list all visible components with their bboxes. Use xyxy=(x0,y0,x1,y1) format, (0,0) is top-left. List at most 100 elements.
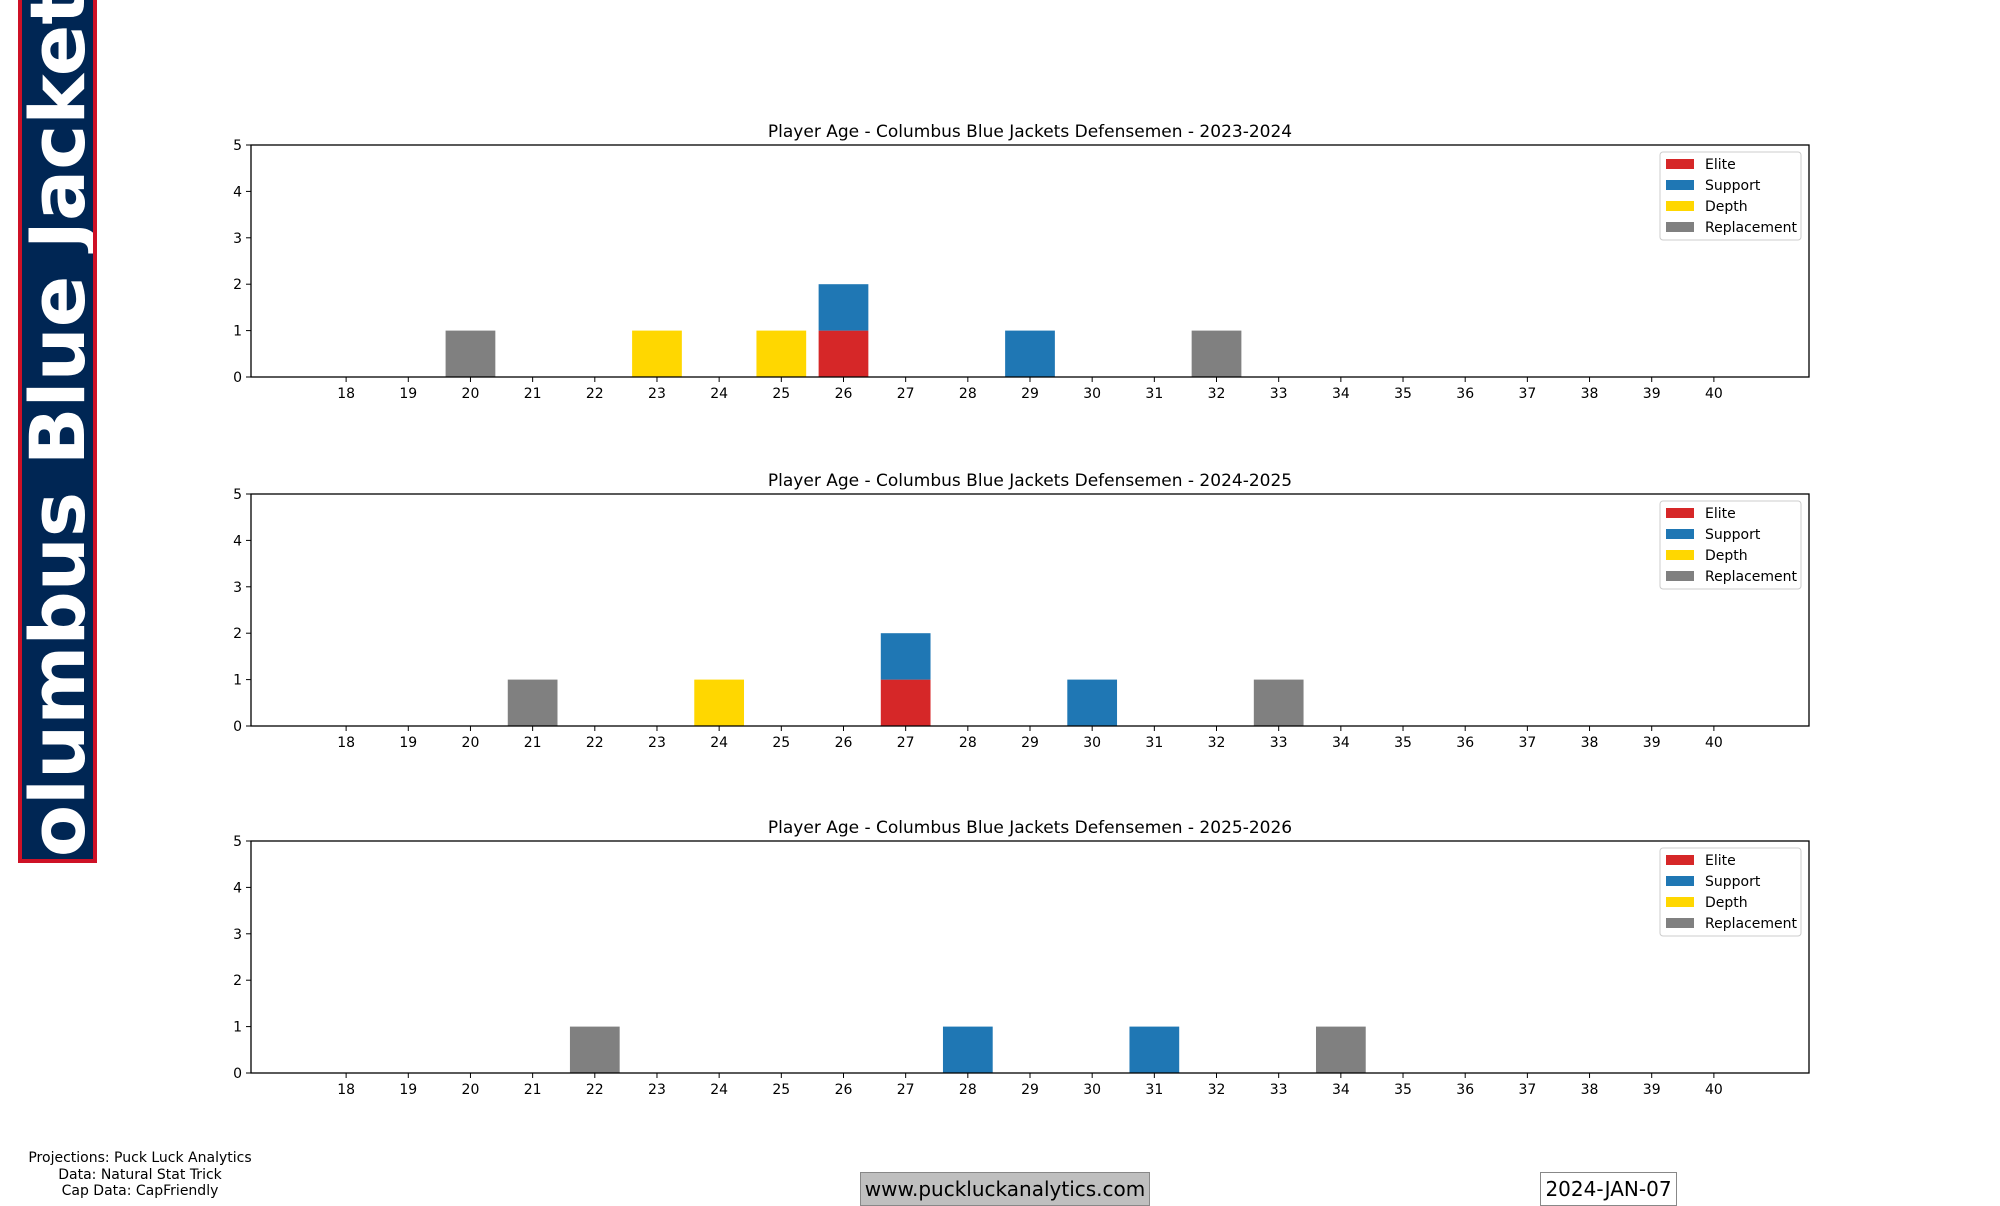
x-tick-label: 20 xyxy=(462,735,480,751)
legend-label-support: Support xyxy=(1705,874,1761,890)
x-tick-label: 26 xyxy=(835,735,853,751)
plot-frame xyxy=(250,840,1810,1074)
x-tick-label: 25 xyxy=(772,1082,790,1098)
x-tick-label: 20 xyxy=(462,1082,480,1098)
chart-title: Player Age - Columbus Blue Jackets Defen… xyxy=(768,818,1292,838)
legend-swatch-support xyxy=(1666,876,1694,886)
legend-swatch-depth xyxy=(1666,550,1694,560)
x-tick-label: 36 xyxy=(1456,1082,1474,1098)
x-tick-label: 30 xyxy=(1083,735,1101,751)
x-tick-label: 18 xyxy=(337,735,355,751)
y-tick-label: 1 xyxy=(233,1020,242,1036)
bar-support-age-29 xyxy=(1005,330,1055,377)
y-tick-label: 0 xyxy=(233,1066,242,1082)
y-tick-label: 4 xyxy=(233,533,242,549)
chart-title: Player Age - Columbus Blue Jackets Defen… xyxy=(768,122,1292,142)
x-tick-label: 38 xyxy=(1581,735,1599,751)
x-tick-label: 31 xyxy=(1145,386,1163,402)
x-tick-label: 39 xyxy=(1643,386,1661,402)
legend xyxy=(1659,847,1802,937)
legend-label-depth: Depth xyxy=(1705,199,1748,215)
x-tick-label: 21 xyxy=(524,386,542,402)
x-tick-label: 40 xyxy=(1705,1082,1723,1098)
legend-swatch-replacement xyxy=(1666,571,1694,581)
x-tick-label: 26 xyxy=(835,386,853,402)
x-tick-label: 27 xyxy=(897,386,915,402)
x-tick-label: 23 xyxy=(648,735,666,751)
x-tick-label: 22 xyxy=(586,735,604,751)
x-tick-label: 37 xyxy=(1518,735,1536,751)
legend-label-support: Support xyxy=(1705,178,1761,194)
x-tick-label: 24 xyxy=(710,1082,728,1098)
legend-swatch-support xyxy=(1666,529,1694,539)
x-tick-label: 21 xyxy=(524,735,542,751)
x-tick-label: 35 xyxy=(1394,386,1412,402)
y-tick-label: 1 xyxy=(233,673,242,689)
legend xyxy=(1659,151,1802,241)
y-tick-label: 3 xyxy=(233,927,242,943)
x-tick-label: 23 xyxy=(648,386,666,402)
bar-replacement-age-22 xyxy=(569,1026,620,1073)
team-banner: Columbus Blue Jackets xyxy=(18,0,97,863)
legend-swatch-support xyxy=(1666,180,1694,190)
bar-support-age-30 xyxy=(1067,679,1118,726)
x-tick-label: 23 xyxy=(648,1082,666,1098)
bar-replacement-age-34 xyxy=(1315,1026,1366,1073)
y-tick-label: 4 xyxy=(233,184,242,200)
x-tick-label: 33 xyxy=(1270,386,1288,402)
x-tick-label: 38 xyxy=(1581,386,1599,402)
bar-support-age-27 xyxy=(880,633,931,680)
x-tick-label: 39 xyxy=(1643,735,1661,751)
x-tick-label: 20 xyxy=(462,386,480,402)
x-tick-label: 32 xyxy=(1208,386,1226,402)
x-tick-label: 31 xyxy=(1145,735,1163,751)
x-tick-label: 36 xyxy=(1456,735,1474,751)
website-url: www.puckluckanalytics.com xyxy=(860,1172,1150,1206)
x-tick-label: 19 xyxy=(399,1082,417,1098)
x-tick-label: 31 xyxy=(1145,1082,1163,1098)
legend-swatch-elite xyxy=(1666,159,1694,169)
x-tick-label: 35 xyxy=(1394,735,1412,751)
x-tick-label: 29 xyxy=(1021,386,1039,402)
legend-label-elite: Elite xyxy=(1705,157,1736,173)
x-tick-label: 24 xyxy=(710,386,728,402)
credits: Projections: Puck Luck Analytics Data: N… xyxy=(20,1150,260,1200)
chart-3: Player Age - Columbus Blue Jackets Defen… xyxy=(233,818,1810,1098)
x-tick-label: 25 xyxy=(772,735,790,751)
y-tick-label: 0 xyxy=(233,370,242,386)
bar-elite-age-26 xyxy=(818,330,869,377)
bar-replacement-age-33 xyxy=(1253,679,1304,726)
x-tick-label: 37 xyxy=(1518,1082,1536,1098)
x-tick-label: 29 xyxy=(1021,1082,1039,1098)
x-tick-label: 38 xyxy=(1581,1082,1599,1098)
x-tick-label: 26 xyxy=(835,1082,853,1098)
plot-frame xyxy=(250,493,1810,727)
bar-depth-age-23 xyxy=(632,330,682,377)
legend-label-replacement: Replacement xyxy=(1705,916,1798,932)
x-tick-label: 34 xyxy=(1332,386,1350,402)
x-tick-label: 40 xyxy=(1705,386,1723,402)
bar-depth-age-25 xyxy=(756,330,807,377)
x-tick-label: 28 xyxy=(959,1082,977,1098)
x-tick-label: 25 xyxy=(772,386,790,402)
y-tick-label: 2 xyxy=(233,973,242,989)
legend xyxy=(1659,500,1802,590)
legend-swatch-depth xyxy=(1666,897,1694,907)
bar-replacement-age-20 xyxy=(445,330,496,377)
credit-data: Data: Natural Stat Trick xyxy=(58,1166,222,1183)
legend-label-elite: Elite xyxy=(1705,853,1736,869)
x-tick-label: 28 xyxy=(959,735,977,751)
y-tick-label: 3 xyxy=(233,580,242,596)
x-tick-label: 19 xyxy=(399,735,417,751)
y-tick-label: 5 xyxy=(233,834,242,850)
legend-label-elite: Elite xyxy=(1705,506,1736,522)
y-tick-label: 1 xyxy=(233,324,242,340)
y-tick-label: 4 xyxy=(233,880,242,896)
legend-label-replacement: Replacement xyxy=(1705,569,1798,585)
x-tick-label: 29 xyxy=(1021,735,1039,751)
legend-label-depth: Depth xyxy=(1705,548,1748,564)
x-tick-label: 18 xyxy=(337,1082,355,1098)
x-tick-label: 32 xyxy=(1208,735,1226,751)
legend-swatch-elite xyxy=(1666,508,1694,518)
x-tick-label: 27 xyxy=(897,735,915,751)
